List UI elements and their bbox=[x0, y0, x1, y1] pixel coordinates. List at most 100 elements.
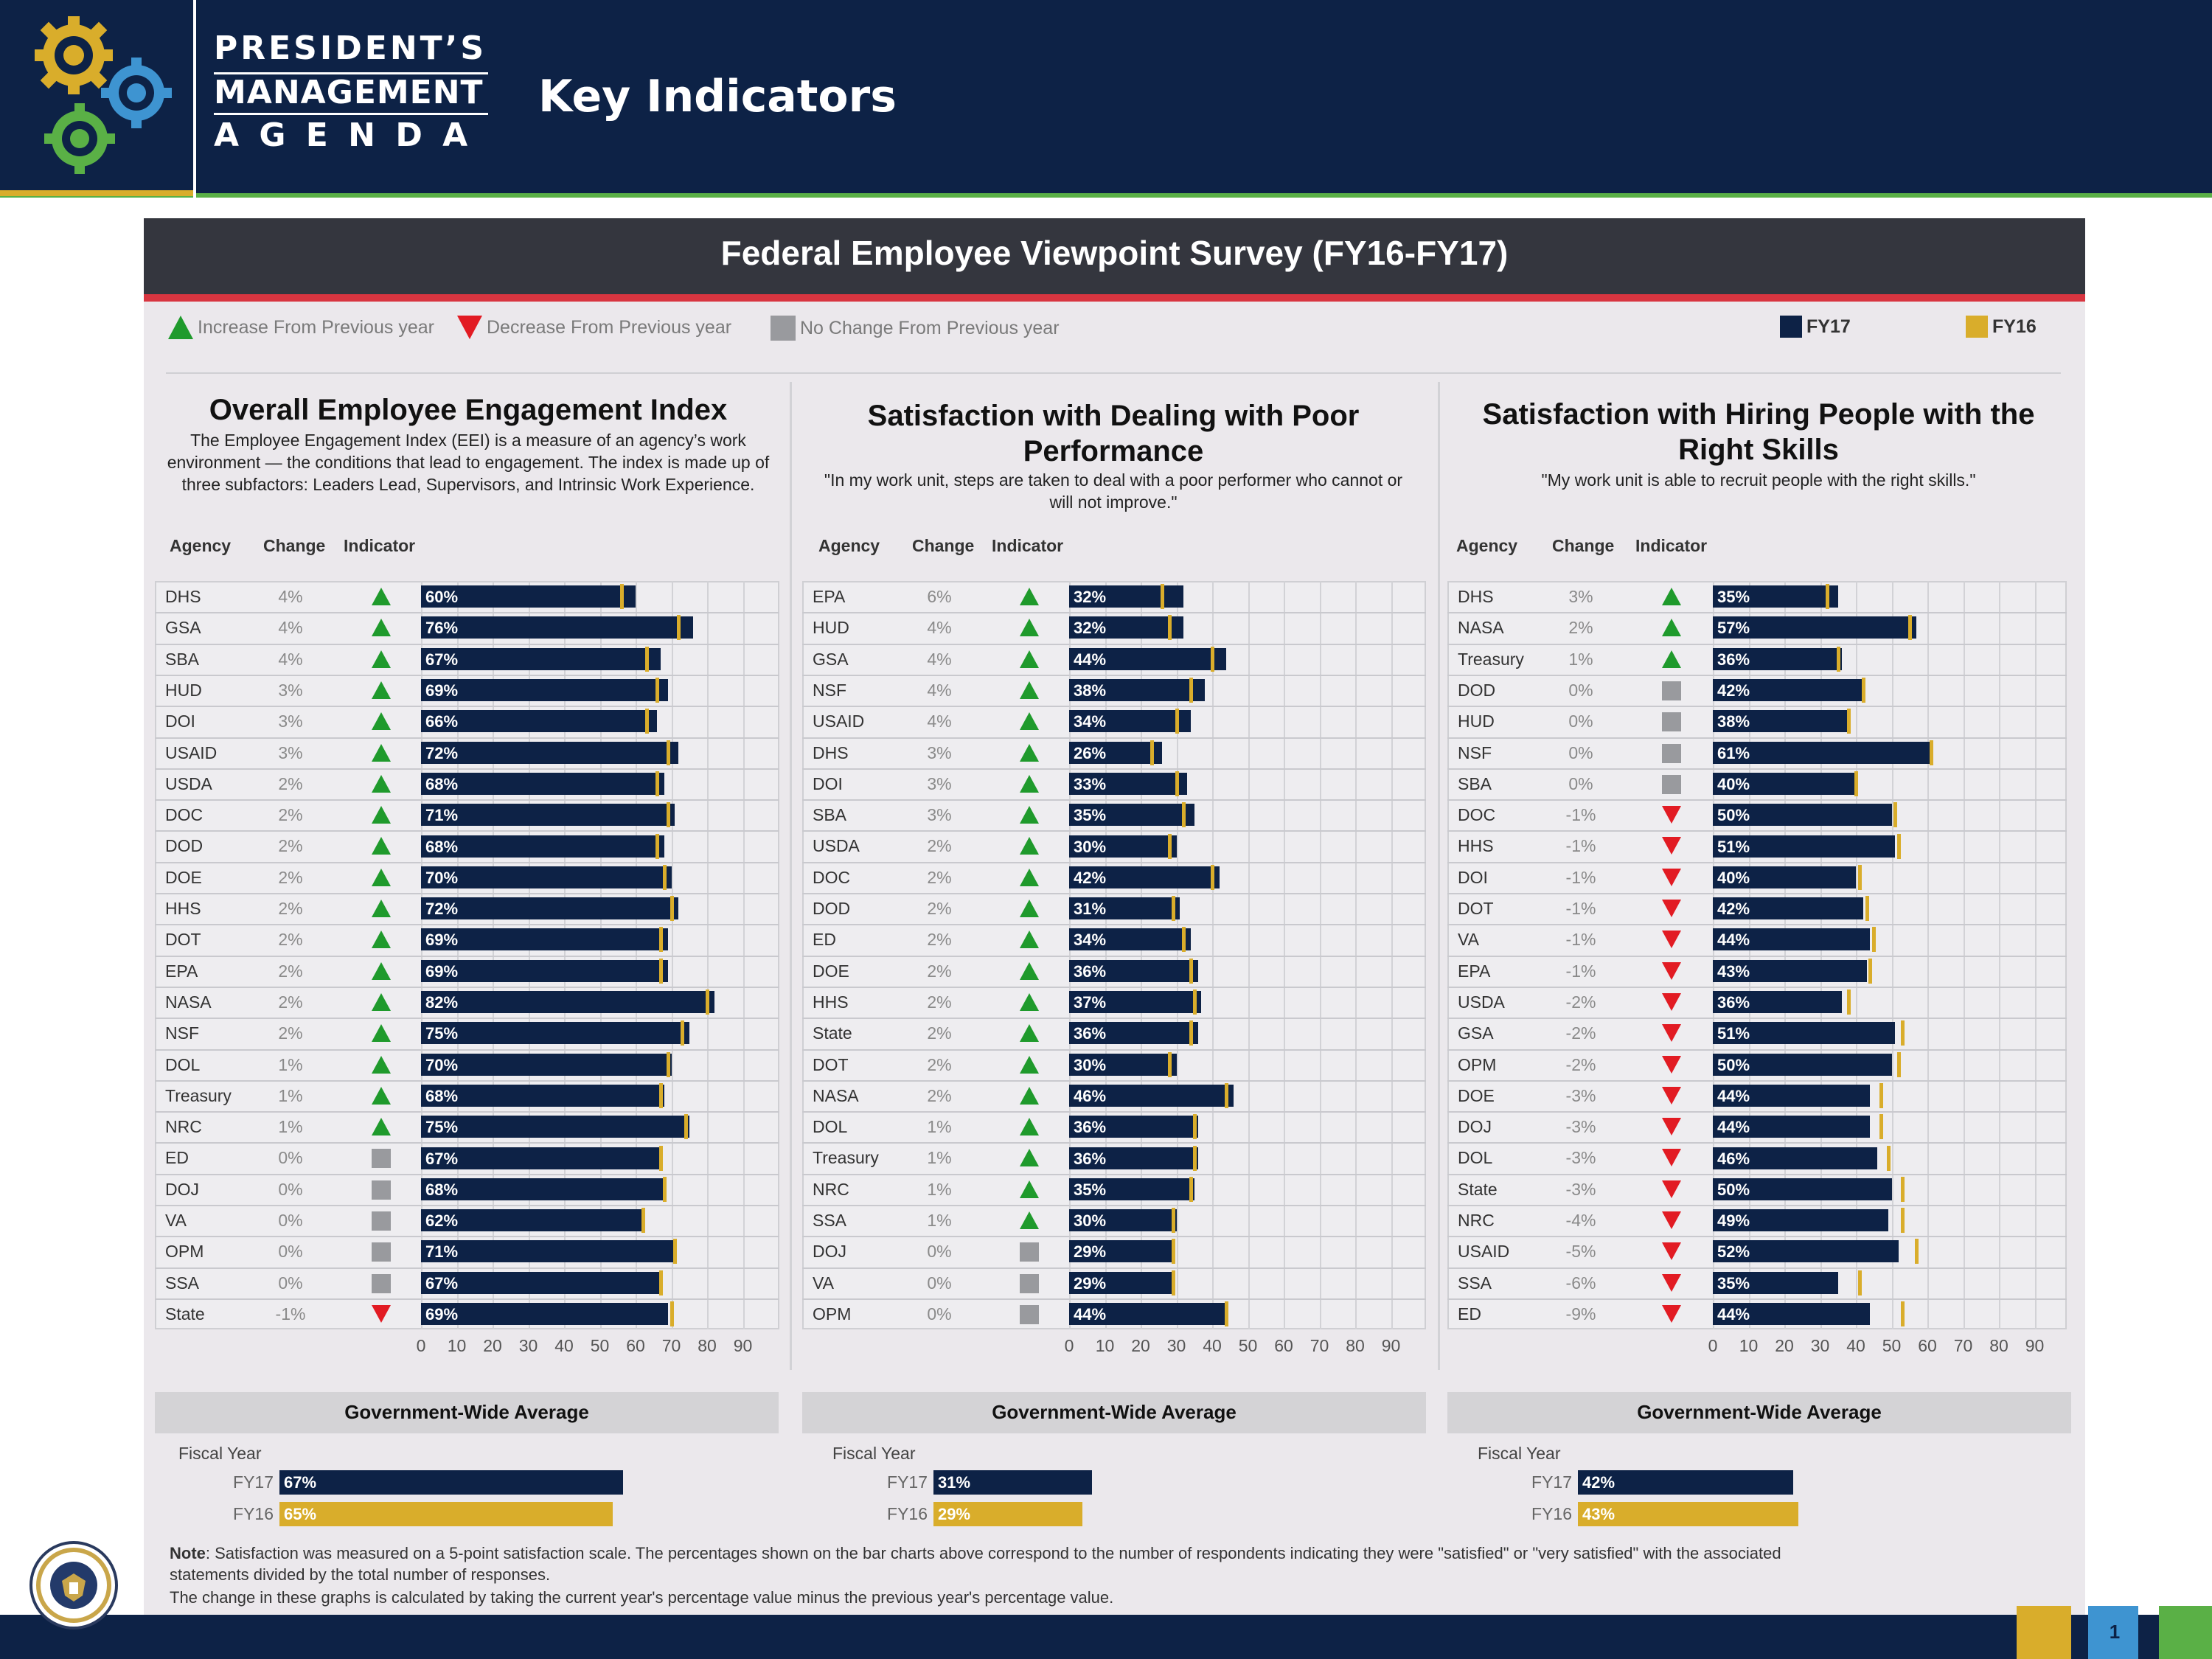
change-value: 3% bbox=[927, 805, 952, 825]
fy17-bar bbox=[421, 1240, 675, 1263]
increase-triangle-icon bbox=[1020, 868, 1039, 886]
fy17-bar-label: 44% bbox=[1074, 650, 1107, 669]
agency-name: EPA bbox=[1458, 961, 1491, 981]
agency-name: SBA bbox=[813, 805, 847, 825]
avg-header: Government-Wide Average bbox=[344, 1401, 589, 1423]
agency-name: SSA bbox=[813, 1211, 847, 1230]
avg-header-bg bbox=[802, 1392, 1426, 1433]
nochange-square-icon bbox=[372, 1149, 391, 1169]
change-value: 3% bbox=[278, 712, 303, 731]
agency-name: ED bbox=[1458, 1304, 1481, 1324]
increase-triangle-icon bbox=[372, 1055, 391, 1074]
fy17-bar bbox=[1713, 1084, 1871, 1107]
fy17-bar-label: 69% bbox=[425, 681, 459, 700]
agency-name: NRC bbox=[165, 1117, 202, 1137]
fy16-marker bbox=[1167, 833, 1172, 859]
x-tick-label: 40 bbox=[1846, 1336, 1865, 1355]
increase-triangle-icon bbox=[1020, 1024, 1039, 1043]
fy17-bar bbox=[421, 804, 675, 827]
increase-triangle-icon bbox=[1020, 619, 1039, 637]
fy17-bar bbox=[1713, 1271, 1838, 1294]
increase-triangle-icon bbox=[372, 774, 391, 793]
fy16-marker bbox=[644, 646, 649, 672]
logo-accent-stripe bbox=[0, 190, 193, 196]
fy17-bar-label: 50% bbox=[1717, 1055, 1750, 1074]
fy17-bar-label: 50% bbox=[1717, 806, 1750, 825]
row-divider bbox=[802, 1236, 1426, 1238]
fy17-bar-label: 36% bbox=[1074, 961, 1107, 981]
fy16-marker bbox=[1901, 1020, 1905, 1046]
fy16-marker bbox=[1182, 802, 1186, 828]
change-header: Change bbox=[263, 536, 326, 555]
fiscal-year-label: Fiscal Year bbox=[178, 1444, 262, 1463]
agency-name: USDA bbox=[165, 773, 212, 793]
increase-triangle-icon bbox=[372, 1086, 391, 1105]
row-divider bbox=[155, 1111, 779, 1113]
poor-performance-title: Satisfaction with Dealing with Poor Perf… bbox=[867, 400, 1360, 467]
avg-header-bg bbox=[1447, 1392, 2071, 1433]
nochange-square-icon bbox=[1020, 1273, 1039, 1293]
blue-gear-icon bbox=[101, 58, 172, 128]
agency-name: State bbox=[165, 1304, 205, 1324]
row-divider bbox=[155, 612, 779, 614]
fy16-average-bar bbox=[1578, 1502, 1798, 1526]
fy16-marker bbox=[1879, 1114, 1883, 1140]
agency-name: DOJ bbox=[813, 1242, 846, 1262]
legend-decrease-label: Decrease From Previous year bbox=[487, 316, 732, 338]
increase-triangle-icon bbox=[168, 316, 193, 339]
increase-triangle-icon bbox=[1020, 961, 1039, 980]
pma-logo-rule bbox=[214, 72, 488, 74]
increase-triangle-icon bbox=[1020, 1180, 1039, 1198]
fy17-bar bbox=[1069, 647, 1227, 670]
row-divider bbox=[155, 1298, 779, 1300]
nochange-square-icon bbox=[372, 1211, 391, 1231]
fy17-bar-label: 26% bbox=[1074, 743, 1107, 762]
x-tick-label: 10 bbox=[447, 1336, 467, 1355]
nochange-square-icon bbox=[1662, 774, 1681, 794]
agency-name: DOI bbox=[165, 712, 195, 731]
row-divider bbox=[1447, 1298, 2067, 1300]
change-value: -3% bbox=[1565, 1117, 1596, 1137]
fy17-bar bbox=[1713, 741, 1931, 764]
change-value: 2% bbox=[927, 1023, 952, 1043]
footer-bar bbox=[0, 1615, 2212, 1659]
fy17-bar-label: 51% bbox=[1717, 837, 1750, 856]
increase-triangle-icon bbox=[1020, 1211, 1039, 1229]
agency-name: DOE bbox=[1458, 1085, 1495, 1105]
header-bar bbox=[0, 0, 2212, 193]
x-tick-label: 70 bbox=[1310, 1336, 1329, 1355]
decrease-triangle-icon bbox=[1662, 837, 1681, 855]
row-divider bbox=[802, 955, 1426, 957]
average-value-label: 43% bbox=[1582, 1505, 1615, 1523]
row-divider bbox=[1447, 1236, 2067, 1238]
fy17-bar-label: 31% bbox=[1074, 900, 1107, 919]
fy17-bar bbox=[1069, 1116, 1198, 1138]
decrease-triangle-icon bbox=[1662, 931, 1681, 949]
decrease-triangle-icon bbox=[1662, 1304, 1681, 1323]
fy16-marker bbox=[1225, 1082, 1229, 1108]
agency-name: HHS bbox=[1458, 836, 1494, 856]
change-value: -1% bbox=[1565, 805, 1596, 825]
pma-logo-line3: A G E N D A bbox=[214, 116, 473, 154]
fy16-marker bbox=[655, 678, 660, 703]
x-tick-label: 90 bbox=[733, 1336, 753, 1355]
agency-name: DHS bbox=[1458, 587, 1494, 606]
agency-name: DOI bbox=[1458, 867, 1488, 887]
fy17-bar-label: 35% bbox=[1074, 1180, 1107, 1199]
x-tick-label: 0 bbox=[416, 1336, 426, 1355]
green-gear-icon bbox=[44, 103, 115, 174]
fy16-marker bbox=[641, 1208, 645, 1234]
fy16-marker bbox=[1167, 1051, 1172, 1077]
row-divider bbox=[802, 674, 1426, 676]
fy17-bar-label: 69% bbox=[425, 1305, 459, 1324]
poor-performance-description: "In my work unit, steps are taken to dea… bbox=[824, 470, 1403, 512]
fy17-bar bbox=[421, 1084, 664, 1107]
fy17-bar bbox=[421, 928, 668, 951]
gold-gear-icon bbox=[35, 16, 113, 94]
agency-name: HUD bbox=[813, 618, 849, 638]
fy16-marker bbox=[1879, 1082, 1883, 1108]
fy17-bar-label: 61% bbox=[1717, 743, 1750, 762]
fy16-marker bbox=[1854, 771, 1858, 796]
fy17-bar-label: 50% bbox=[1717, 1180, 1750, 1199]
fy16-average-bar bbox=[933, 1502, 1082, 1526]
